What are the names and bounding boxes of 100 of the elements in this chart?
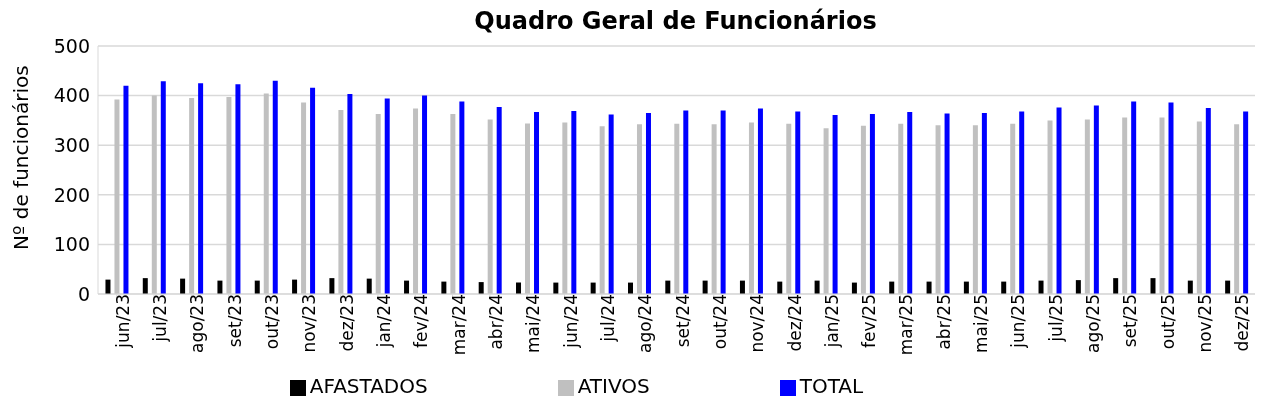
bar: [720, 110, 726, 294]
x-tick-label: out/23: [262, 294, 283, 350]
bar: [329, 278, 335, 294]
x-tick-label: ago/25: [1083, 294, 1104, 353]
bar: [198, 83, 204, 294]
bar: [645, 112, 651, 294]
bar: [665, 280, 671, 294]
bar: [1196, 121, 1202, 294]
x-tick-label: dez/23: [336, 294, 357, 352]
bar: [404, 280, 410, 294]
x-tick-label: abr/25: [933, 294, 954, 350]
bar: [160, 81, 166, 294]
bar: [711, 124, 717, 294]
y-tick-label: 400: [53, 84, 90, 107]
y-axis-title: Nº de funcionários: [9, 65, 34, 250]
bar: [972, 125, 978, 294]
bar: [1187, 280, 1193, 294]
bar: [1093, 105, 1099, 294]
x-tick-label: set/25: [1120, 294, 1141, 348]
bar: [1122, 117, 1128, 294]
x-tick-label: jul/23: [150, 294, 171, 343]
x-tick-label: set/23: [224, 294, 245, 348]
bar: [272, 80, 278, 294]
x-tick-label: mar/25: [896, 294, 917, 356]
bar: [674, 123, 680, 294]
chart-title: Quadro Geral de Funcionários: [473, 7, 878, 35]
bar: [114, 99, 120, 294]
bar: [562, 122, 568, 294]
bar: [478, 282, 484, 294]
bar: [413, 108, 419, 294]
x-tick-label: nov/25: [1195, 294, 1216, 353]
bar: [375, 113, 381, 294]
x-tick-label: fev/25: [859, 294, 880, 348]
bar: [235, 84, 241, 294]
bar: [981, 112, 987, 294]
bar: [384, 98, 390, 294]
bar: [422, 95, 428, 294]
bar: [935, 125, 941, 294]
y-tick-label: 500: [53, 34, 90, 57]
bar: [860, 125, 866, 294]
x-tick-label: jul/25: [1045, 294, 1066, 343]
bar: [869, 113, 875, 294]
bar: [301, 102, 307, 294]
bar: [757, 108, 763, 294]
bar: [180, 278, 186, 294]
x-tick-label: dez/25: [1232, 294, 1253, 352]
bar: [786, 123, 792, 294]
bar: [496, 107, 502, 294]
bar: [142, 278, 148, 294]
bar: [1019, 111, 1025, 294]
bar: [683, 110, 689, 294]
bar: [151, 95, 157, 294]
bar: [1159, 117, 1165, 294]
bar: [525, 123, 531, 294]
bar: [338, 109, 344, 294]
bar: [1150, 278, 1156, 294]
x-tick-label: mar/24: [448, 294, 469, 356]
x-tick-label: mai/25: [971, 294, 992, 354]
bar: [832, 114, 838, 294]
bar: [1205, 108, 1211, 294]
bar: [189, 98, 195, 294]
bar: [1075, 280, 1081, 294]
x-tick-label: ago/24: [635, 294, 656, 353]
bar: [1243, 111, 1249, 294]
bar: [366, 278, 372, 294]
bar: [823, 128, 829, 294]
bar: [1113, 278, 1119, 294]
legend-label: AFASTADOS: [309, 374, 428, 398]
x-tick-label: nov/24: [747, 294, 768, 353]
bar: [636, 124, 642, 294]
bar: [1168, 102, 1174, 294]
bar: [1234, 124, 1240, 294]
bar: [739, 280, 745, 294]
bar: [1131, 101, 1137, 294]
bar: [1010, 123, 1016, 294]
bar: [1047, 120, 1053, 294]
bar: [459, 101, 465, 294]
y-tick-label: 100: [53, 233, 90, 256]
legend-label: ATIVOS: [577, 374, 650, 398]
bar: [534, 111, 540, 294]
bar: [907, 111, 913, 294]
bar: [571, 110, 577, 294]
bar: [123, 85, 129, 294]
bar: [1084, 119, 1090, 294]
bar: [702, 280, 708, 294]
x-tick-label: mai/24: [523, 294, 544, 354]
bar: [263, 93, 269, 294]
x-tick-label: fev/24: [411, 294, 432, 348]
bar: [487, 119, 493, 294]
bar: [814, 280, 820, 294]
bar: [898, 123, 904, 294]
bar: [450, 113, 456, 294]
x-tick-label: jun/23: [112, 294, 133, 349]
bar: [347, 94, 353, 294]
bar: [1038, 280, 1044, 294]
bar: [1056, 107, 1062, 294]
x-tick-label: dez/24: [784, 294, 805, 352]
bar: [105, 279, 111, 294]
legend-label: TOTAL: [799, 374, 864, 398]
x-tick-label: out/24: [709, 294, 730, 350]
